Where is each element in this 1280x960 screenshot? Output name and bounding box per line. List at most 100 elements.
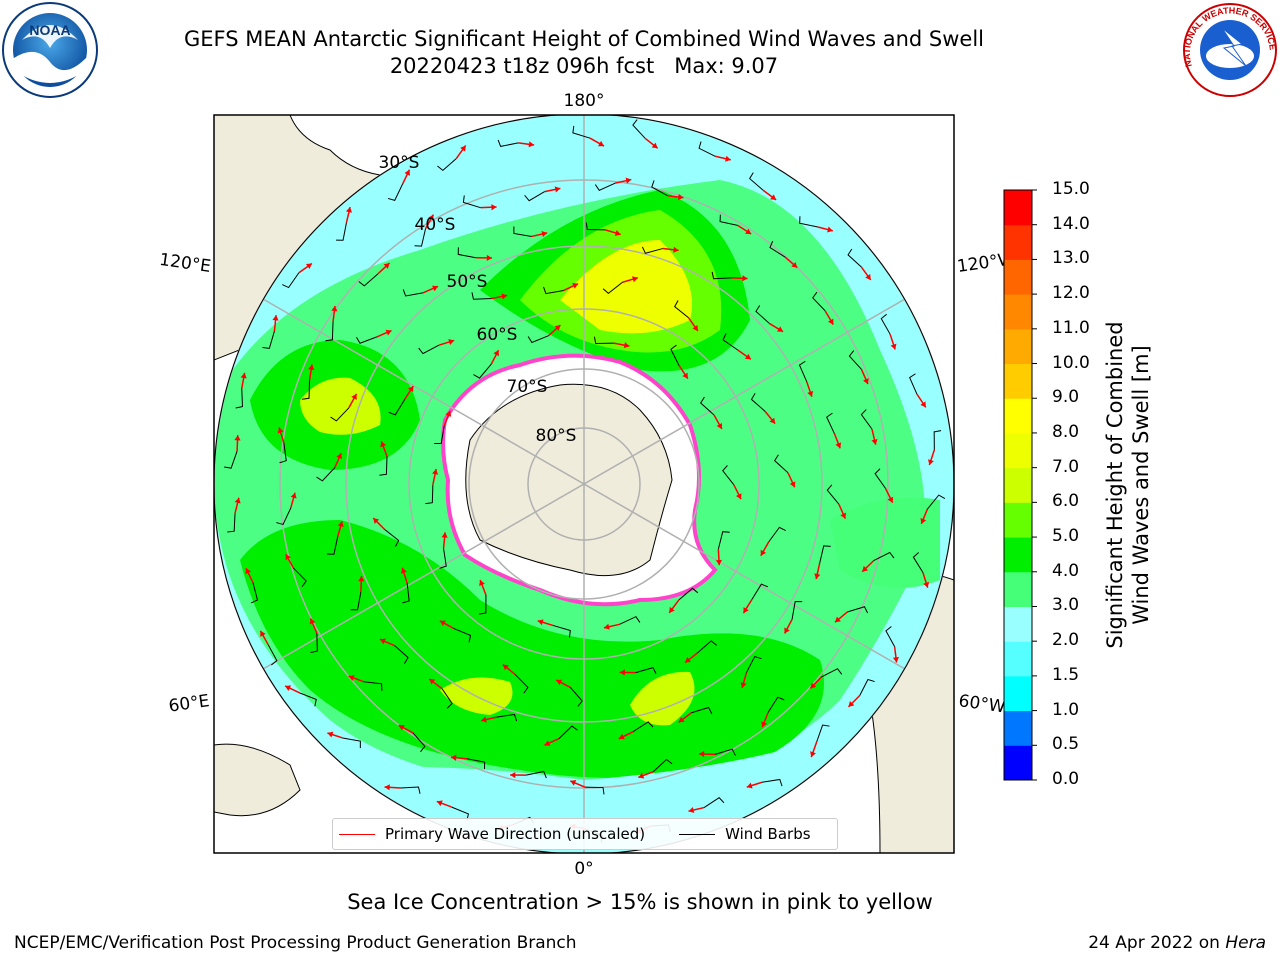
wind-barb [471,292,492,300]
legend-swatch-primary [339,833,375,835]
wave-arrow-head [373,518,380,524]
wave-arrow-head [528,141,535,148]
wave-arrow-head [614,230,621,236]
lon-label-60e: 60°E [167,691,210,716]
colorbar-bin [1004,398,1032,434]
wind-barb [711,271,732,280]
colorbar-bin [1004,363,1032,399]
wind-barb [302,380,311,400]
wave-arrow-head [923,581,930,588]
wind-barb [279,442,287,464]
wave-arrow-head [598,140,605,147]
wind-barb [909,373,918,395]
wave-arrow-head [810,682,817,689]
wave-arrow-head [688,807,695,814]
lat-label-70s: 70°S [507,377,548,397]
wave-arrow-head [920,401,926,408]
wave-arrow-head [673,246,679,253]
wind-barb [585,222,606,231]
wave-arrow-head [554,186,561,193]
colorbar-tick-label: 14.0 [1052,213,1090,234]
wind-barb [425,484,434,505]
wind-barb [462,195,481,209]
wind-barb [552,624,571,638]
wave-arrow-head [337,521,344,528]
colorbar-tick-label: 4.0 [1052,560,1080,581]
wave-arrow-head [429,678,436,685]
wave-arrow-head [358,576,365,582]
wave-arrow-head [493,350,499,357]
wave-arrow-head [848,701,855,707]
wave-arrow-head [351,393,357,400]
wind-barb [325,321,334,342]
lon-label-60w: 60°W [957,691,1006,717]
colorbar-title-line-2: Wind Waves and Swell [m] [1129,345,1153,625]
footer-date-text: 24 Apr 2022 on [1088,933,1226,953]
colorbar-bin [1004,224,1032,260]
colorbar-bin [1004,606,1032,642]
wave-arrow-head [840,512,847,519]
wave-arrow-head [887,496,894,503]
wave-arrow-head [892,657,900,663]
wave-arrow-head [618,733,625,740]
colorbar-tick-label: 1.0 [1052,699,1080,720]
wave-arrow-head [651,142,658,149]
wind-barb [768,526,786,543]
wind-barb [412,732,426,753]
noaa-logo: NOAA [2,2,98,98]
wave-arrow-head [240,372,247,379]
colorbar-tick-label: 9.0 [1052,387,1080,408]
wave-arrow-head [769,417,776,424]
colorbar-bin [1004,537,1032,573]
wind-barb [336,222,347,241]
wind-barb [384,528,400,547]
wind-barb [703,797,725,808]
wave-arrow-head [501,293,508,300]
wave-arrow-head [677,193,684,201]
legend-swatch-wind [679,833,716,835]
wind-barb [594,182,616,191]
wave-arrow-head [692,325,698,332]
wave-arrow-head [285,685,292,691]
wind-barb [585,786,605,795]
wind-barb [652,758,673,773]
wave-arrow-head [331,305,338,312]
wind-barb [402,582,410,604]
wave-arrow-head [570,780,577,786]
wind-barb [513,226,532,237]
wind-barb [293,567,307,587]
wave-arrow-head [834,616,841,623]
map-frame [213,114,955,854]
wind-barb [859,678,875,696]
wind-barb [798,360,808,382]
wave-arrow-head [308,364,315,371]
wind-barb [250,582,259,604]
wind-barb [873,551,895,562]
wind-barb [761,778,783,787]
wind-barb [282,272,300,289]
footer-machine: Hera [1225,933,1266,953]
wave-arrow-head [383,263,390,269]
wave-arrow-head [379,638,386,645]
wind-barb [441,688,453,709]
wave-arrow-head [810,751,816,758]
wind-barb [326,536,339,555]
wind-barb [262,330,275,349]
wave-arrow-head [603,623,610,630]
wave-arrow-head [742,275,748,282]
wave-arrow-head [619,669,625,676]
wind-barb [387,183,403,201]
wave-arrow-head [807,390,814,397]
wave-arrow-head [556,679,563,686]
footer-branch: NCEP/EMC/Verification Post Processing Pr… [14,933,577,953]
wind-barb [267,644,278,666]
wave-arrow-head [623,342,630,349]
sea-ice-note: Sea Ice Concentration > 15% is shown in … [347,890,933,914]
legend-label-wind: Wind Barbs [725,825,811,843]
colorbar-tick-label: 3.0 [1052,595,1080,616]
wave-arrow-head [544,740,551,746]
wave-arrow-head [345,207,352,213]
wind-barb [722,465,735,486]
wave-arrow-head [305,263,312,270]
wave-arrow-head [486,254,492,262]
